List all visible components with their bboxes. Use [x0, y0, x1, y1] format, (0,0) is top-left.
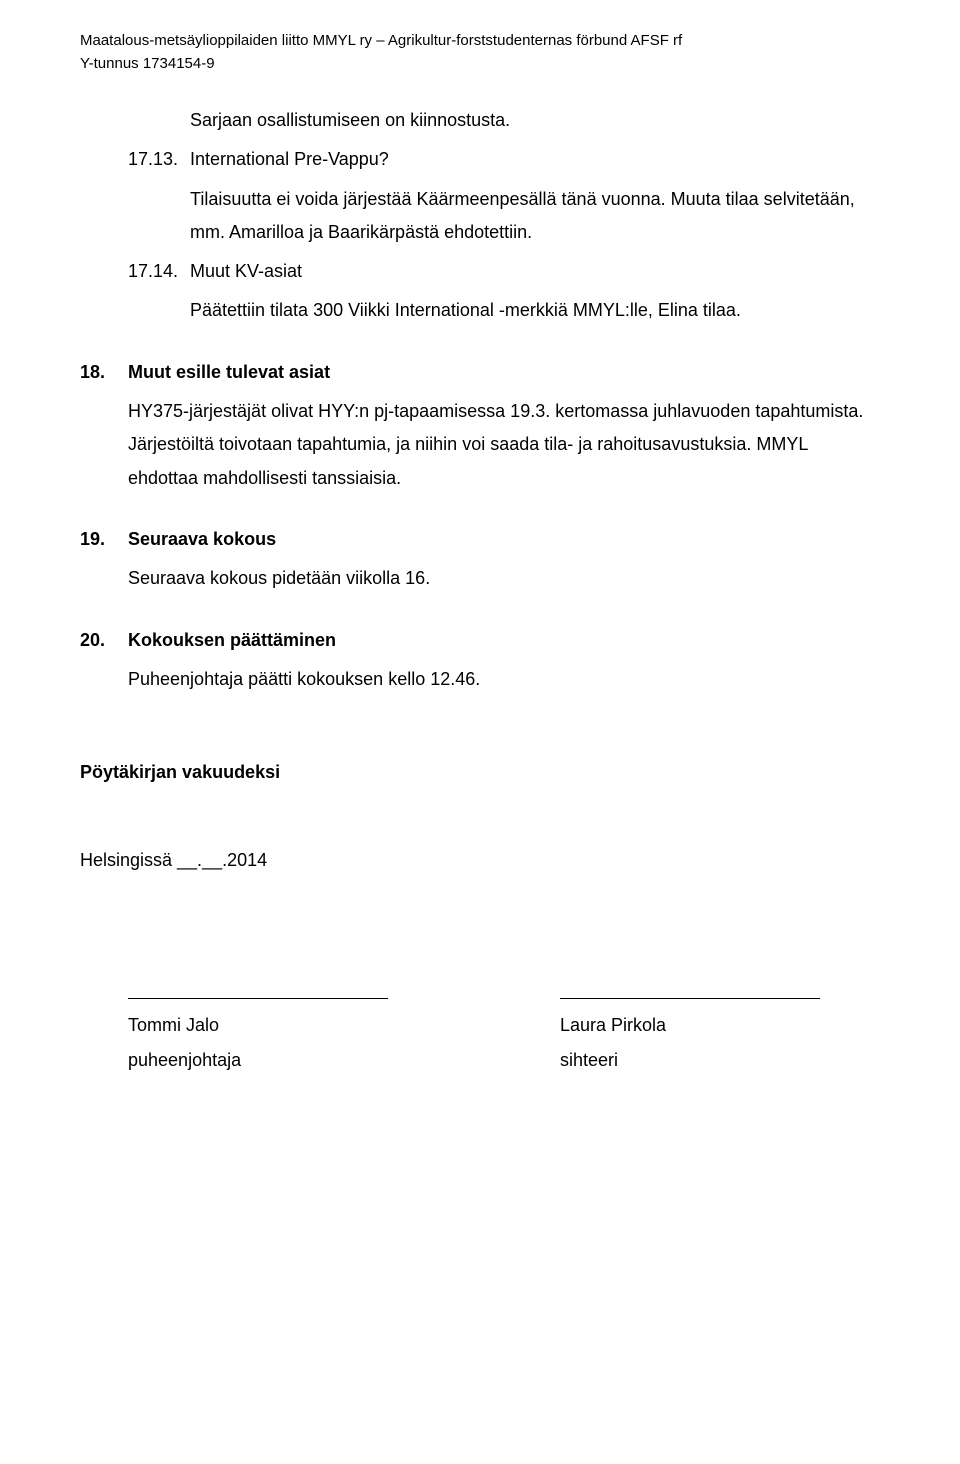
section-number: 18.: [80, 356, 128, 389]
vakuudeksi-heading: Pöytäkirjan vakuudeksi: [80, 756, 880, 789]
header-line-1: Maatalous-metsäylioppilaiden liitto MMYL…: [80, 30, 880, 51]
section-title: Muut esille tulevat asiat: [128, 356, 880, 389]
document-body: Sarjaan osallistumiseen on kiinnostusta.…: [80, 104, 880, 1079]
section-title: Seuraava kokous: [128, 523, 880, 556]
section-number: 19.: [80, 523, 128, 556]
signature-right: Laura Pirkola sihteeri: [480, 998, 880, 1080]
section-20-body: Puheenjohtaja päätti kokouksen kello 12.…: [128, 663, 880, 696]
item-17-14-body: Päätettiin tilata 300 Viikki Internation…: [190, 294, 880, 327]
intro-line: Sarjaan osallistumiseen on kiinnostusta.: [190, 104, 880, 137]
section-18-body: HY375-järjestäjät olivat HYY:n pj-tapaam…: [128, 395, 880, 495]
section-19: 19. Seuraava kokous: [80, 523, 880, 556]
signatory-role: puheenjohtaja: [128, 1044, 480, 1077]
item-17-13-body: Tilaisuutta ei voida järjestää Käärmeenp…: [190, 183, 880, 250]
signature-left: Tommi Jalo puheenjohtaja: [80, 998, 480, 1080]
signature-block: Tommi Jalo puheenjohtaja Laura Pirkola s…: [80, 998, 880, 1080]
section-number: 20.: [80, 624, 128, 657]
section-20: 20. Kokouksen päättäminen: [80, 624, 880, 657]
date-line: Helsingissä __.__.2014: [80, 844, 880, 877]
header-line-2: Y-tunnus 1734154-9: [80, 53, 880, 74]
item-number: 17.14.: [128, 255, 190, 288]
signatory-name: Tommi Jalo: [128, 1009, 480, 1042]
item-number: 17.13.: [128, 143, 190, 176]
section-title: Kokouksen päättäminen: [128, 624, 880, 657]
document-page: Maatalous-metsäylioppilaiden liitto MMYL…: [0, 0, 960, 1464]
item-17-13: 17.13. International Pre-Vappu?: [128, 143, 880, 176]
item-title: International Pre-Vappu?: [190, 143, 880, 176]
item-title: Muut KV-asiat: [190, 255, 880, 288]
item-17-14: 17.14. Muut KV-asiat: [128, 255, 880, 288]
signature-line: [128, 998, 388, 999]
signatory-name: Laura Pirkola: [560, 1009, 880, 1042]
section-18: 18. Muut esille tulevat asiat: [80, 356, 880, 389]
section-19-body: Seuraava kokous pidetään viikolla 16.: [128, 562, 880, 595]
signature-line: [560, 998, 820, 999]
signatory-role: sihteeri: [560, 1044, 880, 1077]
